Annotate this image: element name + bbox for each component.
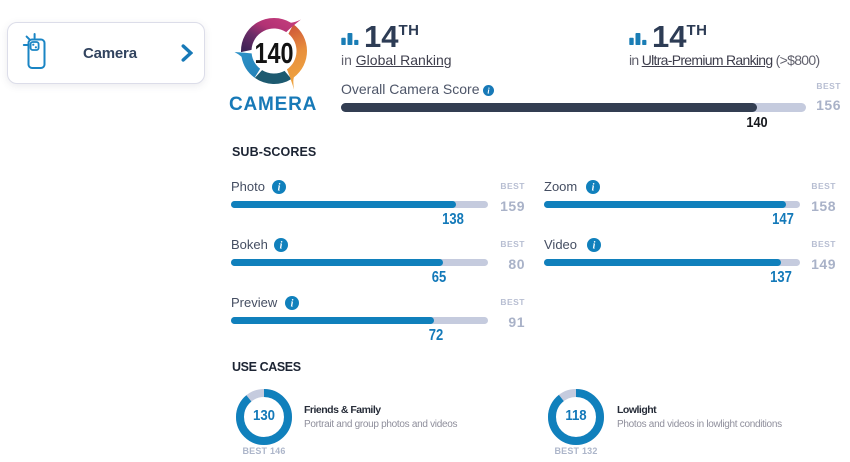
svg-text:i: i [593,241,596,252]
svg-text:140: 140 [255,38,294,70]
svg-text:i: i [291,299,294,310]
svg-text:i: i [280,241,283,252]
svg-text:i: i [592,183,595,194]
svg-text:i: i [487,86,490,95]
svg-text:i: i [278,183,281,194]
